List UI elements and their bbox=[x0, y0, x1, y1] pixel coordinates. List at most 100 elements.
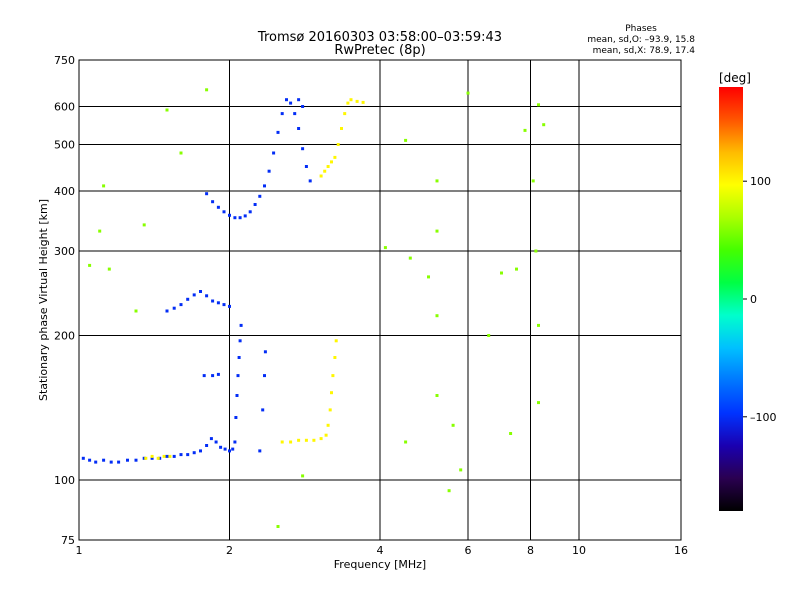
plot-frame bbox=[78, 59, 682, 541]
data-point-e-region-o bbox=[199, 449, 202, 453]
data-point-scattered bbox=[451, 423, 455, 427]
data-point-e-region-x bbox=[333, 356, 337, 359]
data-point-f-region-o bbox=[248, 210, 252, 214]
data-point-f-region-o bbox=[205, 192, 209, 196]
data-point-e-region-o bbox=[94, 460, 98, 464]
data-point-e-region-x bbox=[289, 440, 293, 444]
data-point-e-region-x bbox=[150, 454, 154, 458]
data-point-f-region-x bbox=[326, 165, 330, 168]
x-tick-label: 10 bbox=[572, 544, 586, 557]
data-point-e-region-x bbox=[328, 408, 332, 412]
data-point-f-region-x bbox=[333, 155, 337, 159]
data-point-scattered bbox=[404, 138, 408, 142]
data-point-e-region-o bbox=[109, 460, 113, 464]
data-point-e-region-o bbox=[209, 437, 213, 441]
y-tick-label: 100 bbox=[54, 474, 75, 487]
data-point-es-vertical bbox=[261, 408, 265, 412]
data-point-multi-hop bbox=[186, 297, 190, 301]
data-point-f-region-o bbox=[276, 130, 280, 134]
data-point-e-region-x bbox=[326, 423, 330, 427]
y-tick-label: 75 bbox=[61, 534, 75, 547]
data-point-e-region-x bbox=[162, 454, 166, 458]
data-point-scattered bbox=[435, 314, 439, 318]
data-point-multi-hop bbox=[172, 306, 176, 310]
x-tick-label: 4 bbox=[377, 544, 384, 557]
data-point-e-region-o bbox=[231, 447, 235, 451]
x-tick-label: 2 bbox=[226, 544, 233, 557]
data-point-multi-hop bbox=[216, 372, 220, 376]
data-point-f-region-o bbox=[267, 169, 271, 173]
data-point-multi-hop bbox=[192, 293, 196, 297]
data-point-scattered bbox=[435, 229, 439, 233]
data-point-f-region-o bbox=[280, 112, 284, 116]
data-points bbox=[81, 88, 546, 528]
data-point-e-region-x bbox=[168, 454, 172, 458]
data-point-f-region-o bbox=[222, 210, 226, 214]
y-axis-label: Stationary phase Virtual Height [km] bbox=[37, 199, 50, 401]
data-point-multi-hop bbox=[222, 303, 226, 307]
data-point-e-region-o bbox=[228, 449, 231, 453]
data-point-e-region-x bbox=[280, 440, 284, 444]
data-point-f-region-o bbox=[238, 216, 242, 220]
data-point-f-region-o bbox=[253, 203, 257, 206]
data-point-f-region-o bbox=[293, 112, 297, 116]
data-point-es-vertical bbox=[237, 356, 241, 359]
colorbar-gradient bbox=[719, 87, 743, 511]
data-point-scattered bbox=[435, 179, 439, 183]
colorbar-label: [deg] bbox=[719, 71, 751, 85]
data-point-multi-hop bbox=[228, 304, 231, 308]
data-point-e-region-o bbox=[192, 451, 196, 455]
stats-o-line: mean, sd,O: –93.9, 15.8 bbox=[587, 35, 695, 45]
data-point-scattered bbox=[408, 256, 412, 260]
data-point-e-region-o bbox=[186, 453, 190, 457]
data-point-scattered bbox=[500, 271, 503, 275]
data-point-e-region-x bbox=[330, 391, 333, 395]
data-point-f-region-x bbox=[349, 98, 353, 102]
data-point-es-vertical bbox=[235, 394, 239, 397]
data-point-scattered bbox=[301, 474, 305, 478]
data-point-scattered bbox=[487, 334, 491, 337]
y-tick-label: 600 bbox=[54, 101, 75, 114]
data-point-scattered bbox=[179, 151, 183, 155]
colorbar-tick-label: –100 bbox=[750, 411, 777, 424]
data-point-scattered bbox=[134, 309, 138, 313]
data-point-e-region-x bbox=[312, 438, 316, 442]
data-point-f-region-o bbox=[228, 213, 231, 217]
data-point-scattered bbox=[404, 440, 408, 444]
data-point-f-region-x bbox=[361, 100, 365, 104]
data-point-scattered bbox=[509, 432, 513, 435]
data-point-e-region-o bbox=[142, 456, 146, 460]
data-point-es-vertical bbox=[258, 449, 262, 453]
x-tick-label: 8 bbox=[527, 544, 534, 557]
data-point-e-region-x bbox=[331, 374, 335, 378]
colorbar-tick-label: 0 bbox=[750, 293, 757, 306]
y-tick-label: 750 bbox=[54, 54, 75, 67]
data-point-multi-hop bbox=[216, 301, 220, 305]
data-point-multi-hop bbox=[211, 374, 215, 378]
data-point-e-region-x bbox=[156, 456, 160, 460]
data-point-scattered bbox=[523, 128, 527, 132]
data-point-multi-hop bbox=[202, 374, 206, 378]
data-point-f-region-x bbox=[319, 174, 323, 178]
data-point-scattered bbox=[276, 525, 280, 528]
data-point-scattered bbox=[427, 275, 430, 279]
data-point-scattered bbox=[515, 267, 518, 271]
data-point-es-vertical bbox=[263, 350, 267, 354]
data-point-f-region-x bbox=[355, 99, 359, 103]
data-point-multi-hop bbox=[211, 299, 215, 303]
data-point-multi-hop bbox=[179, 303, 183, 307]
data-point-scattered bbox=[466, 91, 470, 95]
data-point-es-vertical bbox=[234, 416, 238, 419]
data-point-e-region-o bbox=[223, 447, 227, 451]
data-point-e-region-o bbox=[134, 458, 138, 462]
data-point-scattered bbox=[98, 229, 102, 233]
data-point-f-region-x bbox=[336, 143, 340, 146]
data-point-scattered bbox=[383, 246, 387, 250]
x-tick-label: 6 bbox=[465, 544, 472, 557]
colorbar-tick-label: 100 bbox=[750, 175, 771, 188]
data-point-multi-hop bbox=[165, 309, 169, 313]
data-point-f-region-o bbox=[233, 216, 237, 220]
axis-ticks: 1 2 4 6 8 10 16 75 100 200 300 400 500 600 750 bbox=[54, 54, 688, 557]
y-tick-label: 400 bbox=[54, 185, 75, 198]
data-point-scattered bbox=[205, 88, 209, 92]
